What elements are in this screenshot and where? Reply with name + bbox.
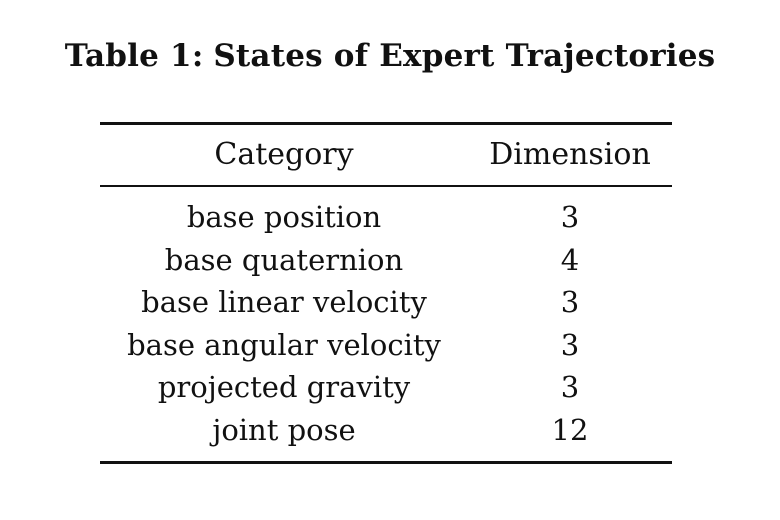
table-row: base linear velocity 3 xyxy=(100,281,672,324)
cell-dimension: 3 xyxy=(560,285,580,319)
cell-category: joint pose xyxy=(212,412,356,447)
cell-dimension: 4 xyxy=(560,242,580,277)
cell-category: projected gravity xyxy=(157,370,411,404)
table-number: Table 1: xyxy=(64,38,204,74)
header-row: Category Dimension xyxy=(100,125,672,185)
cell-category: base position xyxy=(186,200,382,234)
cell-category: base linear velocity xyxy=(141,285,427,319)
cell-dimension: 3 xyxy=(560,370,580,404)
header-category: Category xyxy=(214,137,354,172)
top-rule xyxy=(100,122,672,125)
cell-dimension: 12 xyxy=(551,412,589,447)
header-dimension: Dimension xyxy=(489,137,651,172)
table-row: base position 3 xyxy=(100,196,672,239)
table-row: projected gravity 3 xyxy=(100,366,672,409)
cell-category: base quaternion xyxy=(164,242,404,277)
cell-dimension: 3 xyxy=(560,200,580,234)
table-title: States of Expert Trajectories xyxy=(213,38,716,74)
table-caption: Table 1: States of Expert Trajectories xyxy=(0,36,780,76)
states-table: Category Dimension base position 3 base … xyxy=(100,122,672,464)
table-row: joint pose 12 xyxy=(100,409,672,452)
mid-rule xyxy=(100,185,672,187)
body-table: base position 3 base quaternion 4 base l… xyxy=(100,196,672,451)
header-table: Category Dimension xyxy=(100,125,672,185)
table-row: base angular velocity 3 xyxy=(100,324,672,367)
cell-dimension: 3 xyxy=(560,327,580,362)
bottom-rule xyxy=(100,461,672,464)
table-row: base quaternion 4 xyxy=(100,239,672,282)
cell-category: base angular velocity xyxy=(127,327,441,362)
